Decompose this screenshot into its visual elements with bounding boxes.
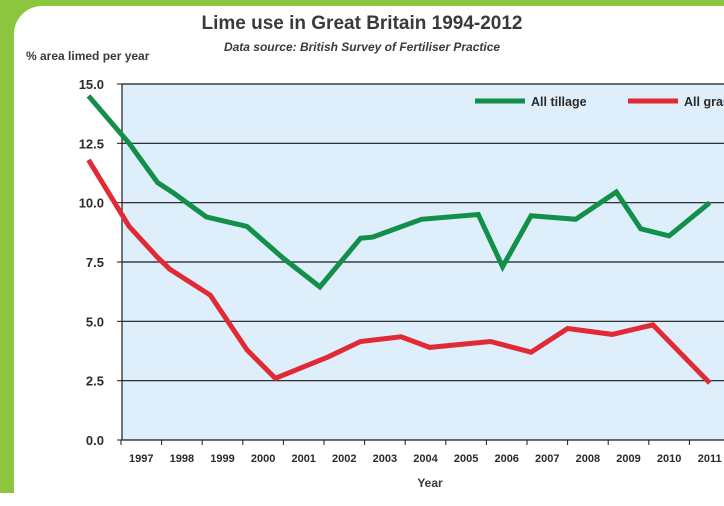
series-line-0 (86, 94, 712, 291)
line-chart: 0.0 2.5 5.0 7.5 10.0 12.5 15.0 1997 1998 1999 2000… (79, 77, 724, 465)
x-tick-label: 2005 (454, 453, 478, 465)
y-tick-label: 7.5 (86, 255, 104, 270)
x-tick-label: 2006 (494, 453, 518, 465)
x-tick-label: 1999 (210, 453, 234, 465)
x-tick-label: 2007 (535, 453, 559, 465)
x-tick-label: 1997 (129, 453, 153, 465)
x-tick-label: 2002 (332, 453, 356, 465)
y-tick-label: 10.0 (79, 196, 104, 211)
legend-label: All grass (684, 95, 724, 109)
y-axis-label: % area limed per year (26, 49, 150, 63)
x-tick-label: 2008 (576, 453, 600, 465)
y-tick-label: 12.5 (79, 136, 104, 151)
x-axis-label: Year (417, 476, 443, 490)
chart-title: Lime use in Great Britain 1994-2012 (201, 13, 523, 34)
y-tick-label: 15.0 (79, 77, 104, 92)
x-tick-label: 2011 (698, 453, 722, 465)
y-tick-label: 5.0 (86, 314, 104, 329)
legend-label: All tillage (531, 95, 587, 109)
chart-subtitle: Data source: British Survey of Fertilise… (223, 40, 501, 54)
x-tick-label: 2009 (616, 453, 640, 465)
x-tick-label: 1998 (170, 453, 194, 465)
x-tick-label: 2000 (251, 453, 275, 465)
y-tick-label: 0.0 (86, 433, 104, 448)
x-tick-label: 2010 (657, 453, 681, 465)
x-tick-label: 2004 (413, 453, 438, 465)
x-tick-label: 2003 (373, 453, 397, 465)
x-tick-label: 2001 (291, 453, 315, 465)
y-tick-label: 2.5 (86, 374, 104, 389)
series-line-1 (86, 158, 712, 385)
